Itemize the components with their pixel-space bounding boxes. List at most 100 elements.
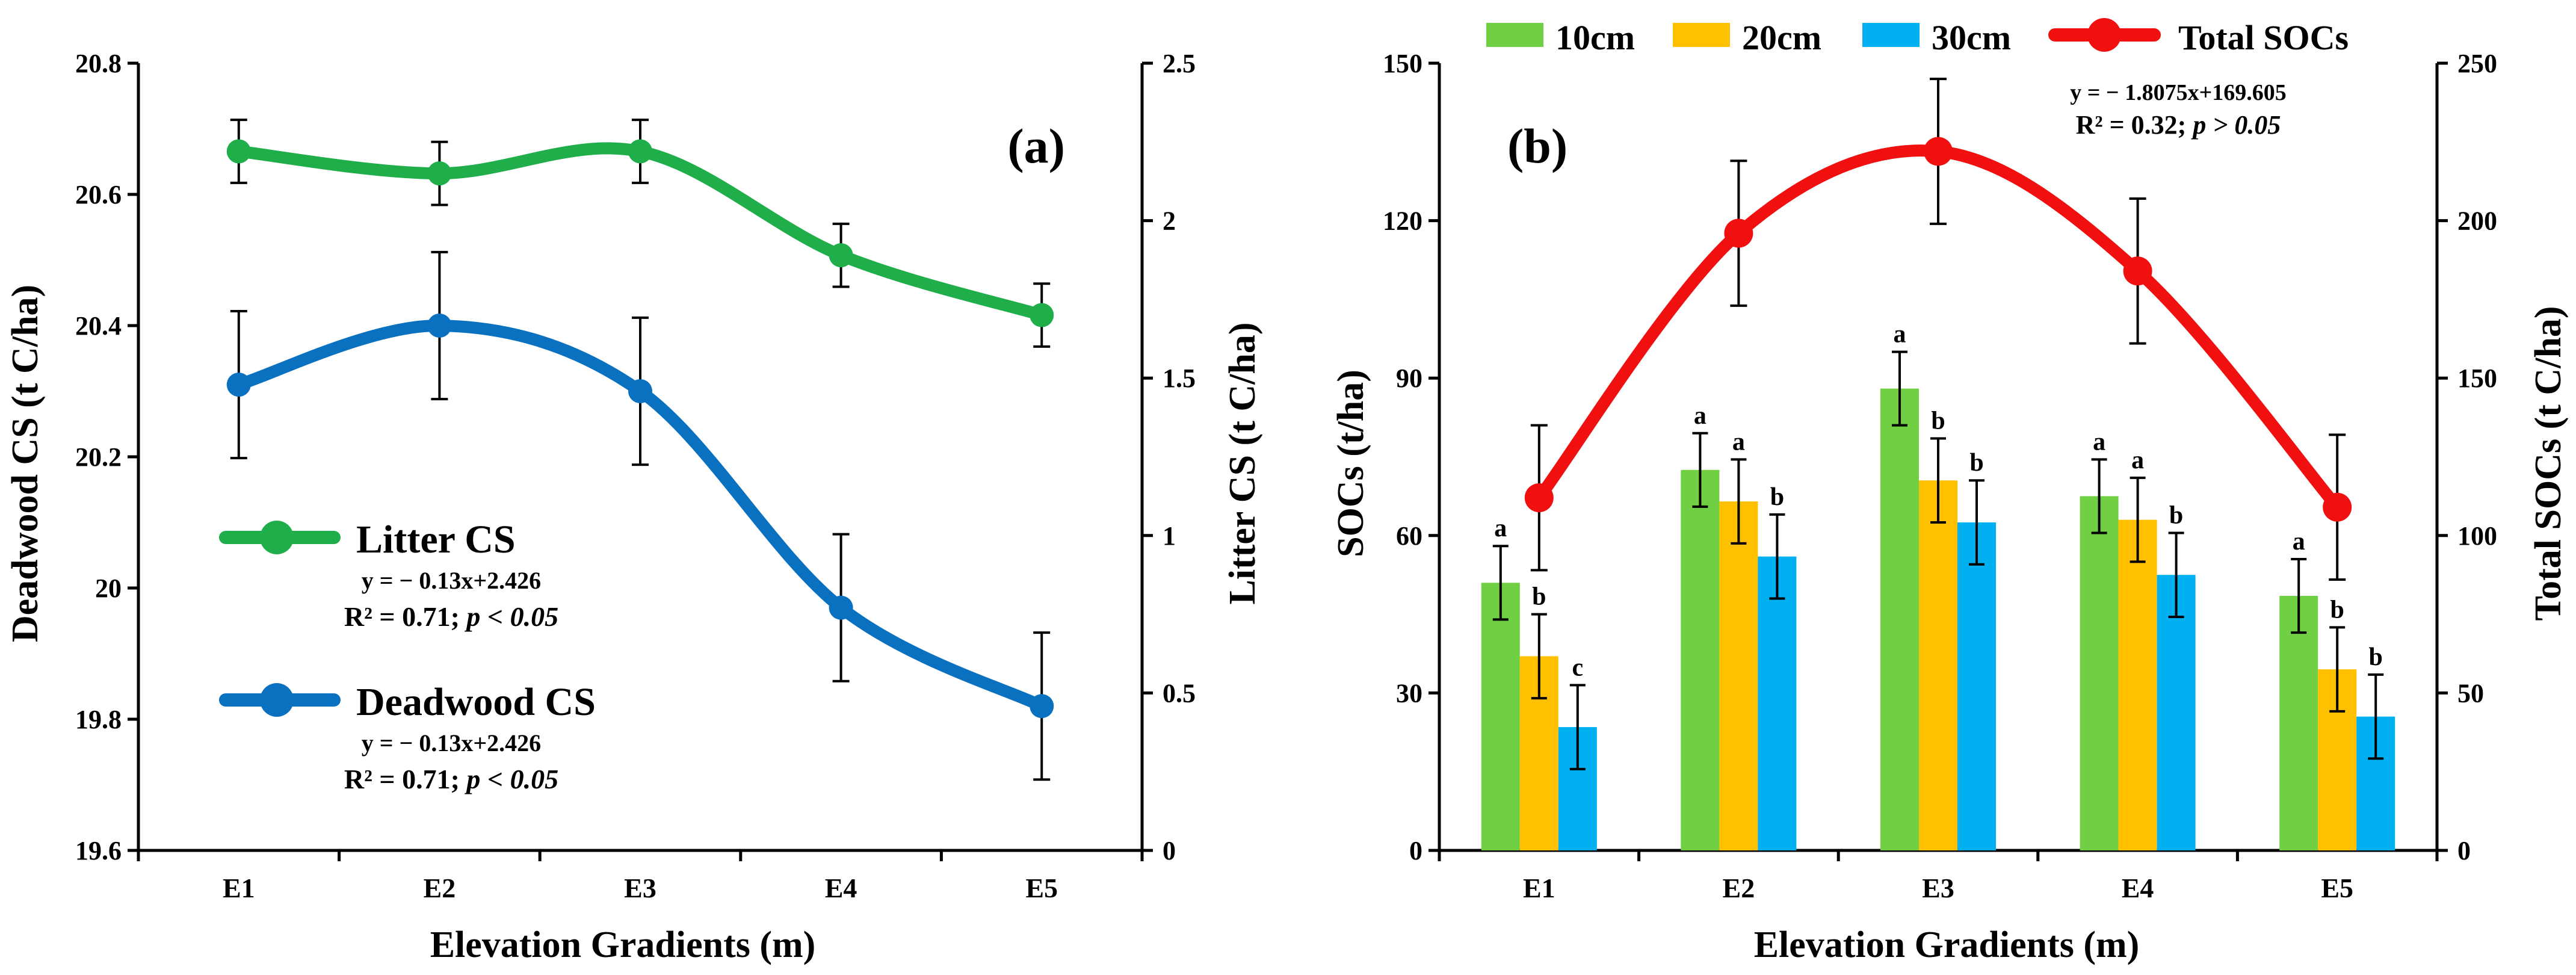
- a-left-tick-label: 20.8: [75, 49, 122, 78]
- legend-litter-label: Litter CS: [356, 518, 516, 562]
- a-x-tick-label: E3: [624, 873, 656, 903]
- legend-deadwood-marker: [260, 683, 294, 717]
- bar-10cm: [1481, 583, 1520, 850]
- bar-20cm-significance-letter: b: [1931, 407, 1945, 435]
- bar-20cm-significance-letter: b: [1532, 583, 1546, 611]
- deadwood-cs-point: [427, 314, 452, 338]
- deadwood-cs-point: [829, 595, 853, 620]
- bar-20cm-significance-letter: b: [2330, 596, 2344, 624]
- a-x-tick-label: E5: [1025, 873, 1058, 903]
- deadwood-cs-point: [226, 373, 251, 397]
- legend-litter-marker: [260, 521, 294, 554]
- legend-20cm-label: 20cm: [1742, 18, 1821, 57]
- bar-30cm-significance-letter: c: [1572, 654, 1583, 681]
- legend-20cm-swatch: [1673, 23, 1730, 47]
- panel-a-x-axis-title: Elevation Gradients (m): [430, 924, 816, 965]
- panel-b-left-axis: 0 30 60 90 120 150: [1383, 49, 1441, 865]
- bar-10cm: [1880, 388, 1919, 850]
- legend-30cm-label: 30cm: [1932, 18, 2011, 57]
- b-left-tick-label: 0: [1409, 836, 1422, 865]
- bar-10cm-significance-letter: a: [2093, 428, 2105, 456]
- a-left-tick-label: 19.6: [75, 836, 122, 865]
- bar-30cm: [1758, 556, 1797, 850]
- bar-20cm: [1719, 501, 1758, 850]
- litter-cs-point: [1030, 303, 1054, 327]
- a-right-tick-label: 1: [1163, 521, 1176, 551]
- bar-30cm-significance-letter: b: [2369, 643, 2383, 671]
- a-left-tick-label: 20.2: [75, 442, 122, 472]
- bar-10cm: [1681, 469, 1720, 850]
- a-right-tick-label: 2: [1163, 206, 1176, 236]
- bar-20cm: [1919, 480, 1957, 850]
- b-right-tick-label: 250: [2457, 49, 2497, 78]
- a-right-tick-label: 0.5: [1163, 678, 1196, 708]
- deadwood-regression-stats: R² = 0.71; p < 0.05: [344, 764, 558, 794]
- bar-20cm-significance-letter: a: [1732, 428, 1745, 456]
- panel-b-label: (b): [1507, 119, 1568, 173]
- legend-total-socs-marker: [2087, 18, 2121, 52]
- litter-r2: R² = 0.71;: [344, 601, 467, 632]
- total-socs-point: [1924, 137, 1953, 166]
- bar-10cm-significance-letter: a: [1694, 402, 1707, 430]
- panel-b-x-axis-title: Elevation Gradients (m): [1754, 924, 2140, 965]
- bar-20cm-significance-letter: a: [2131, 447, 2144, 474]
- deadwood-p-value: p < 0.05: [464, 764, 558, 794]
- a-right-tick-label: 1.5: [1163, 364, 1196, 393]
- deadwood-regression-equation: y = − 0.13x+2.426: [362, 729, 541, 757]
- deadwood-cs-point: [1030, 694, 1054, 719]
- panel-b-left-axis-title: SOCs (t/ha): [1330, 370, 1371, 557]
- bar-10cm-significance-letter: a: [1494, 515, 1507, 542]
- panel-a-x-axis: E1 E2 E3 E4 E5: [137, 849, 1144, 903]
- b-right-tick-label: 100: [2457, 521, 2497, 551]
- panel-a-left-axis-title: Deadwood CS (t C/ha): [5, 285, 46, 642]
- legend-total-socs-label: Total SOCs: [2178, 18, 2349, 57]
- panel-b-x-axis: E1 E2 E3 E4 E5: [1438, 849, 2439, 903]
- deadwood-cs-point: [628, 379, 652, 403]
- b-right-tick-label: 200: [2457, 206, 2497, 236]
- total-socs-point: [2123, 256, 2152, 286]
- bar-30cm: [2157, 575, 2196, 850]
- panel-a-legend-litter: Litter CS y = − 0.13x+2.426 R² = 0.71; p…: [219, 518, 558, 632]
- bar-10cm-significance-letter: a: [1894, 321, 1906, 348]
- litter-cs-point: [628, 139, 652, 164]
- panel-b: 0 30 60 90 120 150 0 50 100 150 200 250 E1 E2 E3 E4 E5…: [1330, 18, 2569, 965]
- litter-cs-point: [226, 139, 251, 164]
- bar-10cm: [2080, 496, 2119, 850]
- b-x-tick-label: E1: [1523, 873, 1555, 903]
- panel-a-right-axis-title: Litter CS (t C/ha): [1222, 323, 1263, 605]
- panel-a-right-axis: 0 0.5 1 1.5 2 2.5: [1140, 49, 1196, 865]
- b-left-tick-label: 30: [1396, 678, 1422, 708]
- a-left-tick-label: 20.4: [75, 311, 122, 341]
- total-socs-point: [1524, 483, 1554, 513]
- litter-regression-equation: y = − 0.13x+2.426: [362, 567, 541, 594]
- litter-cs-point: [427, 161, 452, 186]
- litter-regression-stats: R² = 0.71; p < 0.05: [344, 601, 558, 632]
- total-socs-p-value: p > 0.05: [2190, 110, 2281, 140]
- bar-10cm: [2279, 596, 2318, 850]
- legend-10cm-label: 10cm: [1555, 18, 1635, 57]
- panel-a-legend-deadwood: Deadwood CS y = − 0.13x+2.426 R² = 0.71;…: [219, 680, 596, 794]
- panel-b-legend: 10cm 20cm 30cm Total SOCs: [1486, 18, 2349, 57]
- a-left-tick-label: 20: [95, 574, 122, 603]
- panel-a-plot-area: [226, 119, 1054, 781]
- b-x-tick-label: E3: [1922, 873, 1954, 903]
- a-left-tick-label: 20.6: [75, 180, 122, 209]
- deadwood-r2: R² = 0.71;: [344, 764, 467, 794]
- bar-30cm-significance-letter: b: [1770, 483, 1784, 511]
- b-right-tick-label: 0: [2457, 836, 2471, 865]
- b-right-tick-label: 150: [2457, 364, 2497, 393]
- b-x-tick-label: E4: [2122, 873, 2154, 903]
- a-x-tick-label: E4: [825, 873, 857, 903]
- a-x-tick-label: E1: [223, 873, 255, 903]
- legend-deadwood-label: Deadwood CS: [356, 680, 596, 724]
- b-left-tick-label: 120: [1383, 206, 1422, 236]
- bar-10cm-significance-letter: a: [2293, 528, 2305, 556]
- litter-p-value: p < 0.05: [464, 601, 558, 632]
- total-socs-point: [2323, 492, 2352, 522]
- bar-30cm-significance-letter: b: [2169, 501, 2183, 529]
- a-x-tick-label: E2: [424, 873, 456, 903]
